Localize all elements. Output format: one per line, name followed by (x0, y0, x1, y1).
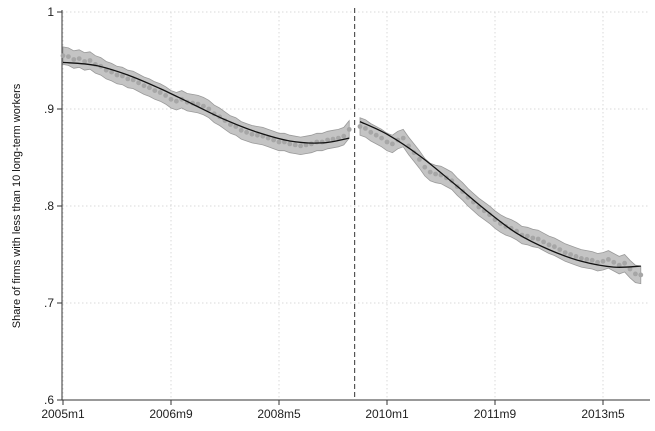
data-point (325, 137, 330, 143)
data-point (422, 164, 428, 170)
x-tick-label: 2010m1 (365, 407, 409, 421)
data-point (616, 262, 622, 268)
y-tick-label: .7 (44, 296, 54, 310)
data-point (557, 247, 563, 253)
data-point (633, 271, 638, 277)
data-point (573, 254, 579, 259)
data-point (600, 258, 606, 264)
data-point (622, 260, 627, 266)
data-point (71, 57, 77, 62)
data-point (373, 132, 379, 138)
data-point (319, 139, 325, 145)
data-point (336, 135, 341, 141)
ci-band-post (359, 117, 642, 285)
data-point (82, 59, 87, 64)
data-point (136, 80, 142, 86)
data-point (125, 76, 131, 82)
data-point (417, 157, 422, 162)
data-point (201, 103, 206, 109)
data-point (292, 142, 298, 148)
ci-band-pre (62, 46, 350, 156)
data-point (287, 141, 293, 147)
data-point (87, 58, 93, 63)
data-point (276, 139, 282, 145)
data-point (130, 77, 136, 83)
y-tick-label: .6 (44, 393, 54, 407)
data-point (341, 133, 347, 139)
data-point (611, 259, 617, 265)
data-point (147, 85, 152, 91)
data-point (157, 90, 163, 95)
data-point (120, 73, 125, 79)
data-point (589, 257, 595, 263)
x-tick-label: 2008m5 (257, 407, 301, 421)
data-point (195, 101, 201, 107)
data-point (363, 125, 368, 131)
data-point (638, 272, 644, 278)
data-point (238, 127, 244, 133)
fit-line-post (359, 121, 641, 268)
x-tick-label: 2005m1 (41, 407, 85, 421)
data-point (114, 72, 120, 78)
data-point (228, 122, 233, 127)
data-point (579, 256, 584, 261)
data-point (244, 129, 250, 135)
data-point (255, 132, 260, 138)
data-point (530, 235, 536, 241)
x-tick-label: 2006m9 (149, 407, 193, 421)
data-point (595, 259, 600, 265)
data-point (265, 135, 271, 141)
data-point (152, 88, 158, 93)
data-point (390, 141, 395, 147)
data-point (427, 169, 433, 175)
data-point (330, 136, 336, 142)
data-point (66, 54, 71, 59)
y-tick-label: 1 (47, 5, 54, 19)
data-point (379, 135, 384, 141)
data-point (562, 250, 568, 256)
data-point (249, 131, 255, 137)
data-point (584, 257, 590, 262)
data-point (76, 56, 82, 61)
data-point (60, 53, 66, 59)
data-point (384, 139, 390, 145)
data-point (627, 266, 633, 272)
data-point (368, 129, 374, 135)
data-point (535, 236, 541, 242)
data-point (346, 126, 352, 132)
data-point (174, 98, 179, 104)
data-point (303, 142, 309, 148)
y-axis-title: Share of firms with less than 10 long-te… (11, 83, 23, 328)
data-point (606, 257, 611, 262)
data-point (433, 171, 438, 177)
y-tick-label: .8 (44, 199, 54, 213)
data-point (163, 93, 169, 98)
data-point (400, 135, 406, 141)
y-tick-label: .9 (44, 102, 54, 116)
data-point (109, 69, 114, 75)
data-point (168, 96, 174, 102)
x-tick-label: 2011m9 (474, 407, 517, 421)
fit-line-pre (62, 61, 350, 144)
data-point (525, 233, 530, 239)
data-point (271, 137, 276, 143)
data-point (357, 124, 363, 129)
data-point (568, 252, 573, 257)
data-point (546, 242, 552, 248)
data-point (552, 244, 557, 250)
data-point (541, 239, 546, 245)
data-point (206, 106, 212, 112)
data-point (309, 141, 314, 147)
x-tick-label: 2013m5 (581, 407, 625, 421)
data-point (141, 83, 147, 89)
data-point (298, 143, 303, 149)
